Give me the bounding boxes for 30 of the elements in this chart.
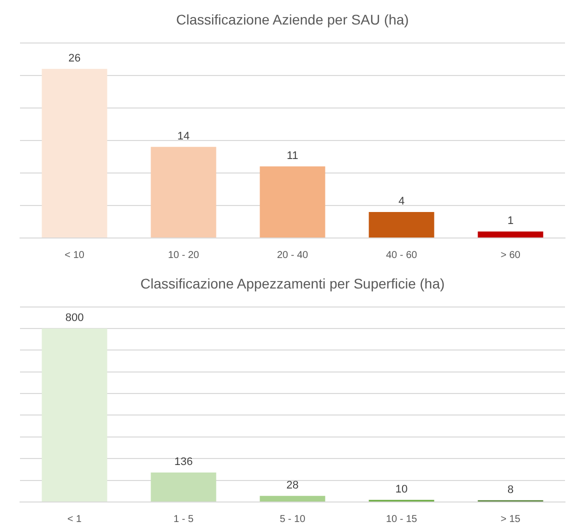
data-label: 11 [286, 150, 298, 162]
x-tick-label: > 60 [500, 250, 521, 261]
chart-title: Classificazione Appezzamenti per Superficie (ha) [140, 275, 445, 292]
data-label: 26 [68, 52, 81, 64]
chart-title: Classificazione Aziende per SAU (ha) [176, 11, 409, 28]
data-label: 1 [507, 215, 514, 228]
x-tick-label: 40 - 60 [386, 250, 418, 261]
bar [260, 496, 326, 502]
x-tick-label: 20 - 40 [276, 250, 308, 261]
data-label: 14 [177, 130, 190, 142]
bar [42, 68, 108, 238]
data-label: 800 [65, 312, 84, 324]
data-label: 8 [507, 484, 514, 496]
x-tick-label: < 10 [64, 250, 85, 261]
data-label: 28 [286, 479, 299, 492]
x-tick-label: < 1 [67, 514, 82, 525]
bar [150, 146, 216, 238]
x-tick-label: 10 - 15 [386, 514, 418, 525]
x-tick-label: 10 - 20 [168, 250, 200, 261]
bar [478, 231, 544, 238]
data-label: 4 [398, 196, 405, 208]
data-label: 10 [395, 483, 408, 496]
bar [260, 166, 326, 238]
x-tick-label: 5 - 10 [280, 514, 306, 525]
x-tick-label: > 15 [500, 514, 521, 525]
data-label: 136 [174, 456, 193, 468]
bar [368, 212, 434, 238]
bar [150, 472, 216, 502]
bar [42, 328, 108, 502]
x-tick-label: 1 - 5 [173, 514, 194, 525]
